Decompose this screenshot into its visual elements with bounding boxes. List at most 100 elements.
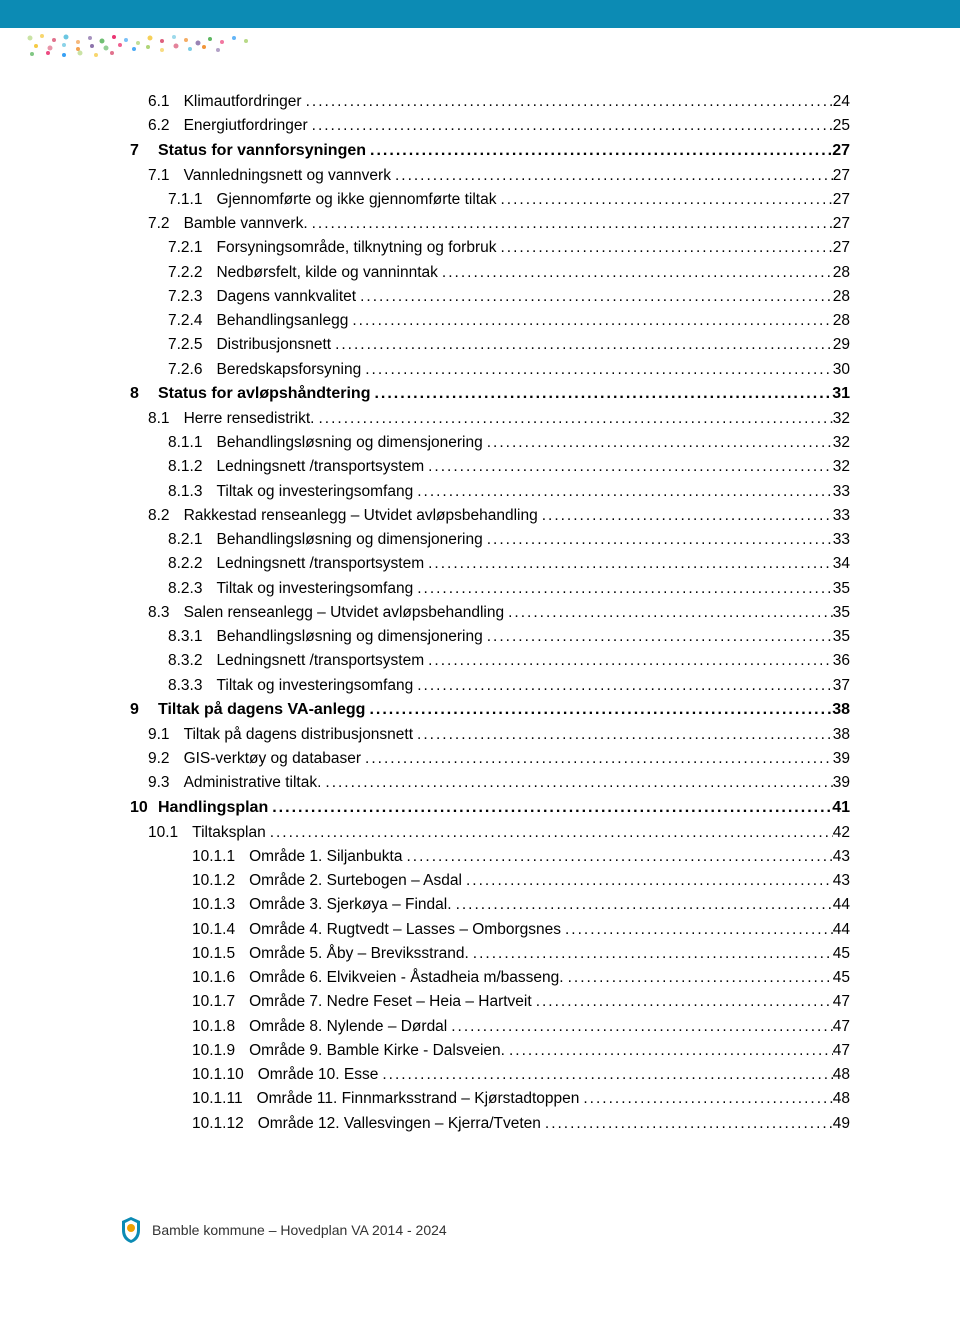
toc-page: 32: [833, 455, 850, 478]
toc-number: 7.2.2: [168, 261, 202, 284]
toc-page: 33: [833, 528, 850, 551]
toc-number: 10.1.2: [192, 869, 235, 892]
toc-leader-dots: [564, 966, 833, 989]
toc-leader-dots: [483, 431, 833, 454]
toc-page: 32: [833, 431, 850, 454]
toc-leader-dots: [413, 480, 833, 503]
toc-number: 9.3: [148, 771, 170, 794]
toc-number: 10.1.8: [192, 1015, 235, 1038]
toc-entry: 10.1.2Område 2. Surtebogen – Asdal43: [130, 869, 850, 892]
toc-leader-dots: [321, 771, 832, 794]
toc-page: 34: [833, 552, 850, 575]
toc-title: Område 4. Rugtvedt – Lasses – Omborgsnes: [235, 918, 561, 941]
toc-entry: 6.2Energiutfordringer25: [130, 114, 850, 137]
footer-text: Bamble kommune – Hovedplan VA 2014 - 202…: [152, 1222, 447, 1238]
toc-entry: 9.2GIS-verktøy og databaser39: [130, 747, 850, 770]
toc-page: 47: [833, 990, 850, 1013]
toc-leader-dots: [391, 164, 833, 187]
toc-title: Tiltak på dagens distribusjonsnett: [170, 723, 413, 746]
toc-title: Område 8. Nylende – Dørdal: [235, 1015, 447, 1038]
toc-page: 28: [833, 285, 850, 308]
toc-entry: 10.1.8Område 8. Nylende – Dørdal47: [130, 1015, 850, 1038]
toc-entry: 7.2.3Dagens vannkvalitet28: [130, 285, 850, 308]
toc-entry: 9Tiltak på dagens VA-anlegg38: [130, 698, 850, 722]
toc-leader-dots: [505, 1039, 833, 1062]
toc-title: Område 9. Bamble Kirke - Dalsveien.: [235, 1039, 505, 1062]
toc-leader-dots: [361, 747, 833, 770]
toc-number: 7.2.4: [168, 309, 202, 332]
toc-number: 10.1.9: [192, 1039, 235, 1062]
toc-number: 10.1.11: [192, 1087, 243, 1110]
toc-title: Tiltak og investeringsomfang: [202, 674, 413, 697]
toc-number: 8.3.3: [168, 674, 202, 697]
toc-entry: 10Handlingsplan41: [130, 796, 850, 820]
toc-number: 8.1.1: [168, 431, 202, 454]
toc-page: 47: [833, 1039, 850, 1062]
toc-entry: 10.1.5Område 5. Åby – Breviksstrand.45: [130, 942, 850, 965]
toc-leader-dots: [541, 1112, 833, 1135]
toc-number: 10.1.3: [192, 893, 235, 916]
page-footer: Bamble kommune – Hovedplan VA 2014 - 202…: [0, 1176, 960, 1274]
toc-leader-dots: [370, 382, 832, 406]
toc-leader-dots: [378, 1063, 832, 1086]
toc-title: Område 5. Åby – Breviksstrand.: [235, 942, 469, 965]
toc-title: Tiltak på dagens VA-anlegg: [158, 698, 365, 722]
toc-leader-dots: [438, 261, 833, 284]
toc-page: 31: [832, 382, 850, 406]
toc-entry: 10.1.6Område 6. Elvikveien - Åstadheia m…: [130, 966, 850, 989]
toc-title: Bamble vannverk.: [170, 212, 308, 235]
toc-entry: 9.1Tiltak på dagens distribusjonsnett38: [130, 723, 850, 746]
toc-title: Tiltak og investeringsomfang: [202, 577, 413, 600]
toc-title: Behandlingsløsning og dimensjonering: [202, 625, 482, 648]
toc-leader-dots: [348, 309, 832, 332]
toc-entry: 8.3.2Ledningsnett /transportsystem36: [130, 649, 850, 672]
toc-title: Energiutfordringer: [170, 114, 308, 137]
toc-number: 8.2.1: [168, 528, 202, 551]
toc-entry: 9.3Administrative tiltak.39: [130, 771, 850, 794]
toc-title: Status for vannforsyningen: [158, 139, 366, 163]
toc-entry: 10.1.7Område 7. Nedre Feset – Heia – Har…: [130, 990, 850, 1013]
toc-leader-dots: [483, 528, 833, 551]
toc-number: 7.2.1: [168, 236, 202, 259]
toc-entry: 8.1.3Tiltak og investeringsomfang33: [130, 480, 850, 503]
toc-title: Administrative tiltak.: [170, 771, 322, 794]
toc-title: Område 2. Surtebogen – Asdal: [235, 869, 462, 892]
toc-entry: 6.1Klimautfordringer24: [130, 90, 850, 113]
dots-svg: [20, 32, 280, 58]
toc-number: 7.2.5: [168, 333, 202, 356]
toc-page: 29: [833, 333, 850, 356]
toc-page: 44: [833, 893, 850, 916]
toc-leader-dots: [424, 455, 833, 478]
toc-number: 8.2: [148, 504, 170, 527]
toc-page: 49: [833, 1112, 850, 1135]
toc-leader-dots: [469, 942, 833, 965]
toc-title: Dagens vannkvalitet: [202, 285, 356, 308]
toc-entry: 10.1.1Område 1. Siljanbukta43: [130, 845, 850, 868]
toc-page: 41: [832, 796, 850, 820]
toc-page: 35: [833, 577, 850, 600]
toc-title: Ledningsnett /transportsystem: [202, 649, 424, 672]
toc-page: 38: [833, 723, 850, 746]
toc-title: Område 3. Sjerkøya – Findal.: [235, 893, 451, 916]
toc-entry: 8.3.1Behandlingsløsning og dimensjonerin…: [130, 625, 850, 648]
toc-entry: 10.1.9Område 9. Bamble Kirke - Dalsveien…: [130, 1039, 850, 1062]
toc-number: 9.2: [148, 747, 170, 770]
toc-entry: 7.2.2Nedbørsfelt, kilde og vanninntak28: [130, 261, 850, 284]
toc-page: 43: [833, 845, 850, 868]
toc-title: Distribusjonsnett: [202, 333, 331, 356]
toc-entry: 7.1.1Gjennomførte og ikke gjennomførte t…: [130, 188, 850, 211]
toc-entry: 8Status for avløpshåndtering31: [130, 382, 850, 406]
toc-title: Klimautfordringer: [170, 90, 302, 113]
toc-number: 10.1.4: [192, 918, 235, 941]
toc-title: Status for avløpshåndtering: [158, 382, 370, 406]
toc-number: 8.2.2: [168, 552, 202, 575]
toc-title: Ledningsnett /transportsystem: [202, 455, 424, 478]
toc-number: 10.1.6: [192, 966, 235, 989]
toc-leader-dots: [447, 1015, 833, 1038]
toc-title: Tiltaksplan: [178, 821, 266, 844]
toc-page: 38: [832, 698, 850, 722]
toc-leader-dots: [365, 698, 832, 722]
toc-number: 10.1.1: [192, 845, 235, 868]
toc-page: 28: [833, 261, 850, 284]
toc-number: 7: [130, 139, 158, 163]
